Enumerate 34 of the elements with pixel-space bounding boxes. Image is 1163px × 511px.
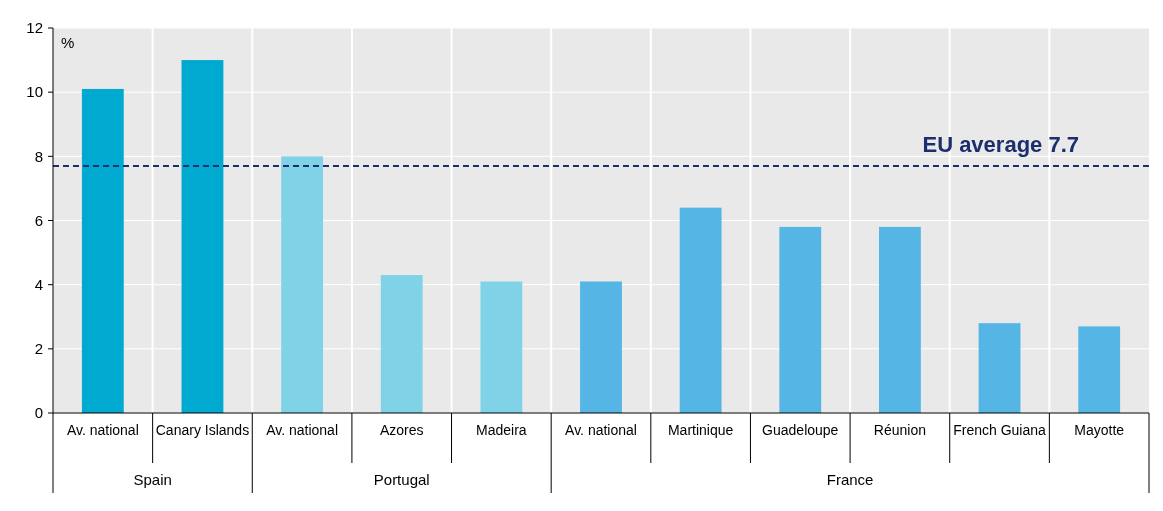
bar (281, 156, 324, 413)
x-tick-label: Av. national (266, 422, 339, 438)
text: Spain (133, 471, 172, 488)
x-tick-label: Mayotte (1074, 422, 1125, 438)
bar (1078, 326, 1121, 413)
y-axis-title: % (61, 34, 75, 51)
y-tick-label: 8 (34, 147, 43, 165)
x-tick-label: French Guiana (953, 422, 1047, 438)
bar (480, 281, 523, 413)
bar (181, 60, 224, 413)
bar (878, 226, 921, 413)
y-tick-label: 10 (26, 83, 43, 101)
x-tick-label: Madeira (476, 422, 527, 438)
x-tick-label: Azores (379, 422, 424, 438)
text: France (826, 471, 874, 488)
ref-line-label: EU average 7.7 (922, 131, 1079, 157)
y-tick-label: 6 (34, 211, 43, 229)
x-tick-label: Av. national (565, 422, 637, 438)
y-tick-label: 0 (34, 404, 43, 422)
bar (81, 88, 124, 413)
y-tick-label: 12 (26, 19, 43, 37)
x-tick-label: Av. national (66, 422, 139, 438)
bar (779, 226, 822, 413)
y-tick-label: 2 (34, 340, 43, 358)
bar (580, 281, 622, 413)
text: Portugal (373, 471, 430, 488)
y-tick-label: 4 (34, 275, 43, 293)
x-tick-label: Réunion (873, 422, 926, 438)
bar (380, 275, 423, 413)
x-tick-label: Martinique (667, 422, 734, 438)
x-tick-label: Canary Islands (155, 422, 250, 438)
x-tick-label: Guadeloupe (762, 422, 839, 438)
bar (978, 323, 1021, 413)
bar (679, 207, 722, 413)
